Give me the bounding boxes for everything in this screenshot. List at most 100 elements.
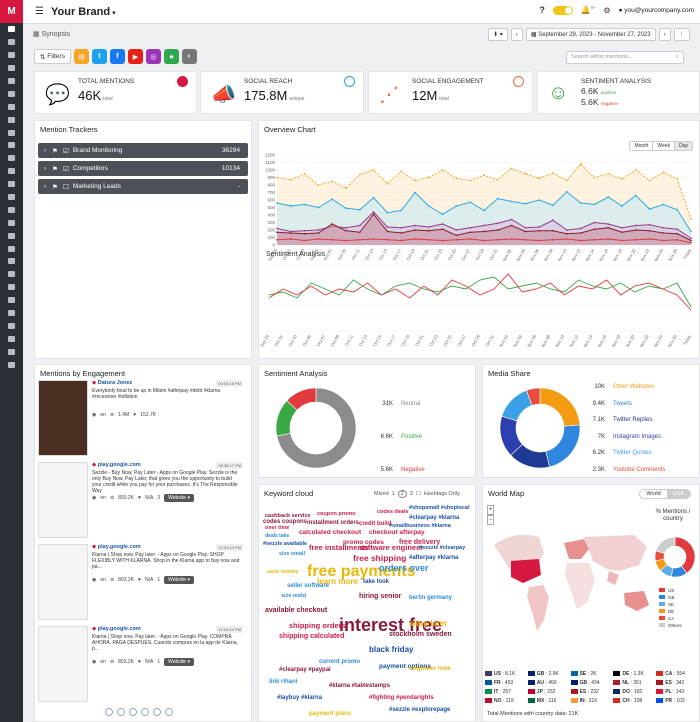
post-thumbnail[interactable] (38, 380, 88, 456)
next-button[interactable]: › (658, 28, 671, 41)
keyword[interactable]: #fighting #pendarights (369, 695, 434, 701)
keyword[interactable]: #clearpay #klarna (409, 515, 460, 521)
export-button[interactable]: ⬇ ▾ (488, 28, 508, 41)
kpi-toggle[interactable] (513, 76, 524, 87)
keyword[interactable]: #sezzle #explorepage (389, 707, 451, 713)
post-source[interactable]: play.google.com (97, 544, 141, 550)
mention-post[interactable]: ◆ Datura Jonez 09:03:18 PM Everybody bou… (36, 380, 249, 458)
zoom-in-button[interactable]: + (487, 505, 494, 515)
source-web-icon[interactable]: ▤ (73, 49, 89, 64)
sidebar-nav-icon[interactable] (0, 152, 23, 165)
post-source[interactable]: play.google.com (97, 462, 141, 468)
sidebar-nav-icon[interactable] (0, 87, 23, 100)
mode-3[interactable]: 3 (409, 491, 413, 497)
sidebar-nav-icon[interactable] (0, 165, 23, 178)
keyword[interactable]: engineer love (409, 665, 451, 672)
settings-icon[interactable]: ⚙ (603, 5, 611, 15)
media-legend-row[interactable]: 7K Instagram Images (583, 429, 665, 446)
keyword[interactable]: over time (265, 525, 290, 531)
theme-toggle[interactable] (552, 5, 573, 15)
media-legend-row[interactable]: 9.4K Tweets (583, 396, 665, 413)
keyword[interactable]: black friday (369, 645, 414, 654)
sidebar-nav-icon[interactable] (0, 229, 23, 242)
mention-post[interactable]: ◆ play.google.com 12:03:10 PM Klarna | S… (36, 626, 249, 704)
tracker-row[interactable]: › ⚑ ☐ Marketing Leads - (38, 179, 248, 194)
source-instagram-icon[interactable]: ◎ (145, 49, 161, 64)
tab-day[interactable]: Day (675, 142, 692, 150)
keyword[interactable]: #smallbusiness #klarna (389, 523, 451, 529)
post-button[interactable]: Website ▾ (164, 576, 194, 584)
sidebar-nav-icon[interactable] (0, 178, 23, 191)
keyword[interactable]: #laybuy #klarna (277, 695, 323, 701)
search-input[interactable]: Search within mentions... ⌕ (566, 51, 684, 64)
media-legend-row[interactable]: 10K Other Websites (583, 379, 665, 396)
brand-selector[interactable]: Your Brand ▾ (51, 6, 116, 18)
tracker-row[interactable]: › ⚑ ☑ Competitors 10134 (38, 161, 248, 176)
page-dot[interactable] (105, 708, 113, 716)
sidebar-nav-icon[interactable] (0, 268, 23, 281)
post-thumbnail[interactable] (38, 462, 88, 538)
post-source[interactable]: Datura Jonez (97, 380, 133, 386)
mode-1[interactable]: 1 (391, 491, 395, 497)
keyword[interactable]: deals take (265, 533, 290, 539)
keyword[interactable]: current promo (319, 659, 361, 665)
keyword[interactable]: #sezzle #clearpay (419, 545, 466, 551)
source-reviews-icon[interactable]: ★ (163, 49, 179, 64)
keyword[interactable]: learn more (317, 577, 358, 586)
menu-icon[interactable]: ☰ (35, 6, 44, 17)
keyword[interactable]: interest free (339, 615, 443, 635)
sidebar-nav-icon[interactable] (0, 242, 23, 255)
app-logo[interactable]: M (0, 0, 23, 23)
tab-week[interactable]: Week (653, 142, 676, 150)
sidebar-nav-icon[interactable] (0, 345, 23, 358)
keyword[interactable]: installment orders (307, 520, 360, 526)
page-dot[interactable] (141, 708, 149, 716)
zoom-out-button[interactable]: − (487, 515, 494, 525)
sidebar-nav-icon[interactable] (0, 191, 23, 204)
sidebar-nav-icon[interactable] (0, 113, 23, 126)
keyword[interactable]: shipping orders (289, 621, 346, 630)
filters-button[interactable]: ⇅ Filters (34, 49, 71, 64)
sidebar-nav-icon[interactable] (0, 281, 23, 294)
keyword[interactable]: cashback service (265, 513, 311, 519)
media-legend-row[interactable]: 2.3K Youtube Comments (583, 462, 666, 479)
keyword[interactable]: software engineer (359, 543, 424, 552)
sidebar-nav-icon[interactable] (0, 203, 23, 216)
keyword[interactable]: payment plans (309, 711, 352, 717)
sidebar-nav-icon[interactable] (0, 255, 23, 268)
keyword[interactable]: stockholm sweden (389, 631, 452, 638)
prev-button[interactable]: ‹ (510, 28, 523, 41)
sidebar-nav-icon[interactable] (0, 36, 23, 49)
checkbox-icon[interactable]: ☑ (63, 147, 69, 155)
kpi-toggle[interactable] (177, 76, 188, 87)
keyword[interactable]: size mold (281, 593, 307, 599)
source-other-icon[interactable]: ◐ (181, 49, 197, 64)
keyword[interactable]: coupon promo (317, 511, 356, 517)
post-thumbnail[interactable] (38, 544, 88, 620)
sidebar-nav-icon[interactable] (0, 294, 23, 307)
keyword[interactable]: checkout afterpay (369, 529, 425, 536)
keyword[interactable]: calculated checkout (299, 529, 362, 536)
keyword[interactable]: free installments (309, 543, 369, 552)
keyword[interactable]: save money (267, 569, 299, 575)
keyword[interactable]: free payments (307, 563, 416, 580)
keyword[interactable]: credit build (359, 521, 392, 527)
tab-usa[interactable]: USA (666, 490, 690, 498)
checkbox-icon[interactable]: ☐ (63, 183, 69, 191)
keyword[interactable]: codes deals (377, 509, 409, 515)
sidebar-nav-icon[interactable] (0, 23, 23, 36)
sidebar-nav-icon[interactable] (0, 62, 23, 75)
keyword[interactable]: shipping calculated (279, 633, 345, 640)
sidebar-nav-icon[interactable] (0, 100, 23, 113)
keyword[interactable]: take look (363, 579, 390, 585)
keyword[interactable]: shop later (409, 619, 448, 628)
sidebar-nav-icon[interactable] (0, 332, 23, 345)
date-range-picker[interactable]: ▦ September 29, 2023 - November 27, 2023 (525, 28, 656, 41)
sidebar-nav-icon[interactable] (0, 216, 23, 229)
source-youtube-icon[interactable]: ▶ (127, 49, 143, 64)
mode-mixed[interactable]: Mixed (374, 491, 389, 497)
tab-world[interactable]: World (646, 491, 661, 497)
page-dot[interactable] (117, 708, 125, 716)
sidebar-nav-icon[interactable] (0, 75, 23, 88)
keyword[interactable]: #klarna #tablestamps (329, 683, 391, 689)
